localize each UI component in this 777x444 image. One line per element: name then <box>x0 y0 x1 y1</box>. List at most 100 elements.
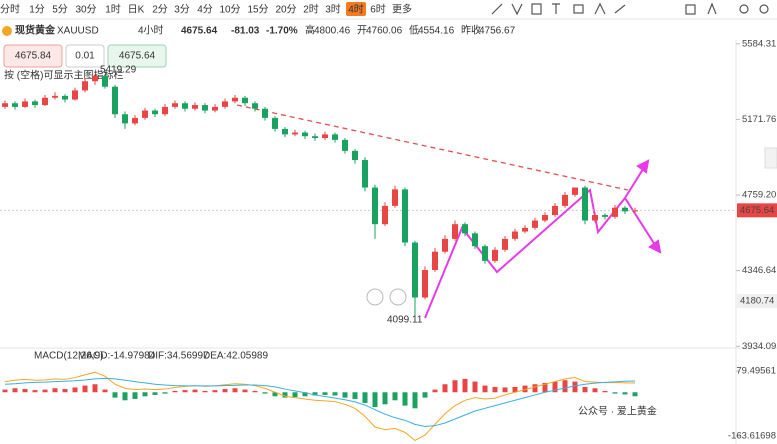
timeframe-tab[interactable]: 5分 <box>52 4 68 16</box>
candle-body <box>512 231 518 239</box>
candle-body <box>162 106 168 115</box>
macd-bar <box>292 392 298 398</box>
candle-body <box>242 97 248 104</box>
timeframe-tab[interactable]: 10分 <box>219 4 240 16</box>
macd-bar <box>202 390 208 393</box>
timeframe-tab[interactable]: 更多 <box>392 3 412 16</box>
order-lot[interactable]: 0.01 <box>75 51 95 62</box>
order-lot-box[interactable] <box>65 44 105 68</box>
macd-bar <box>402 392 408 406</box>
candle-body <box>82 81 88 91</box>
header-change: -81.03 <box>231 26 260 37</box>
macd-dif-line <box>4 371 636 441</box>
magnet-tool[interactable] <box>707 2 717 15</box>
header-symbol: XAUUSD <box>57 26 99 37</box>
macd-bar <box>32 390 38 393</box>
candle-body <box>272 117 278 129</box>
candle-body <box>422 270 428 298</box>
timeframe-tab[interactable]: 20分 <box>275 4 296 16</box>
order-buy-box[interactable] <box>107 44 167 68</box>
candle-body <box>282 128 288 135</box>
macd-bar <box>212 390 218 393</box>
macd-bar <box>252 390 258 393</box>
candle-body <box>382 205 388 225</box>
candle-body <box>292 132 298 135</box>
fib-tool[interactable] <box>614 4 626 14</box>
header-low-label: 低 <box>409 24 419 37</box>
settings-tool[interactable] <box>759 4 769 14</box>
panel-toggle[interactable] <box>764 147 777 169</box>
timeframe-tab[interactable]: 分时 <box>0 4 20 16</box>
eraser-tool[interactable] <box>685 4 696 15</box>
candle-body <box>202 105 208 111</box>
macd-bar <box>272 392 278 397</box>
timeframe-tab[interactable]: 2时 <box>303 4 319 16</box>
candle-body <box>552 205 558 216</box>
next-button[interactable] <box>389 288 407 306</box>
candle-body <box>112 86 118 115</box>
shape-tool[interactable] <box>573 4 584 14</box>
text-tool[interactable] <box>552 3 560 14</box>
candle-body <box>492 249 498 261</box>
timeframe-tab[interactable]: 3分 <box>174 4 190 16</box>
macd-macd-label: MACD:-14.97984 <box>78 351 156 362</box>
candle-body <box>502 238 508 250</box>
pattern-tool[interactable] <box>594 2 606 15</box>
marker-price-bg <box>737 294 777 309</box>
timeframe-tab[interactable]: 4时 <box>348 4 364 16</box>
timeframe-tab[interactable]: 6时 <box>370 4 386 16</box>
candle-body <box>622 207 628 212</box>
header-low: 4554.16 <box>418 26 455 37</box>
timeframe-tab[interactable]: 1分 <box>29 4 45 16</box>
timeframe-tab[interactable]: 15分 <box>247 4 268 16</box>
visibility-tool[interactable] <box>739 4 749 14</box>
candle-body <box>442 238 448 252</box>
macd-bar <box>372 392 378 407</box>
ray-tool[interactable] <box>511 3 523 16</box>
symbol-icon <box>2 26 12 36</box>
channel-tool[interactable] <box>531 3 542 15</box>
timeframe-tab[interactable]: 2分 <box>152 4 168 16</box>
timeframe-tab[interactable]: 30分 <box>75 4 96 16</box>
header-period: 4小时 <box>138 25 164 37</box>
macd-bar <box>632 392 638 397</box>
macd-bar <box>502 387 508 393</box>
macd-bar <box>522 385 528 393</box>
candle-body <box>372 187 378 225</box>
last-price-label: 4675.64 <box>740 205 774 216</box>
candle-body <box>92 75 98 82</box>
timeframe-tab[interactable]: 1时 <box>105 4 121 16</box>
macd-bar <box>242 389 248 393</box>
header-high-label: 高 <box>305 24 315 37</box>
timeframe-tab[interactable]: 3时 <box>325 4 341 16</box>
marker-price-label: 4180.74 <box>740 296 774 307</box>
line-tool[interactable] <box>491 3 503 15</box>
candle-body <box>312 136 318 139</box>
order-sell[interactable]: 4675.84 <box>15 51 52 62</box>
macd-bar <box>472 381 478 393</box>
macd-tick-label: 79.49561 <box>736 366 776 377</box>
macd-bar <box>142 392 148 397</box>
candle-body <box>352 150 358 161</box>
timeframe-tab[interactable]: 4分 <box>197 4 213 16</box>
macd-bar <box>532 384 538 393</box>
candle-body <box>562 194 568 206</box>
candle-body <box>362 160 368 188</box>
candle-body <box>462 224 468 234</box>
drawing-tools[interactable] <box>491 2 769 16</box>
order-sell-box[interactable] <box>3 44 63 68</box>
playback-controls[interactable] <box>366 288 407 306</box>
macd-bar <box>452 380 458 393</box>
arrow-heads <box>636 159 662 254</box>
macd-bar <box>432 389 438 393</box>
timeframe-tab[interactable]: 日K <box>128 5 145 16</box>
macd-tick-label: -163.61698 <box>728 431 776 442</box>
macd-bar <box>162 392 168 394</box>
prev-button[interactable] <box>366 288 384 306</box>
order-buy[interactable]: 4675.64 <box>119 51 156 62</box>
candle-body <box>152 110 158 115</box>
macd-bar <box>582 386 588 393</box>
last-price-bg <box>737 203 777 218</box>
candle-body <box>232 97 238 102</box>
macd-bar <box>412 392 418 409</box>
